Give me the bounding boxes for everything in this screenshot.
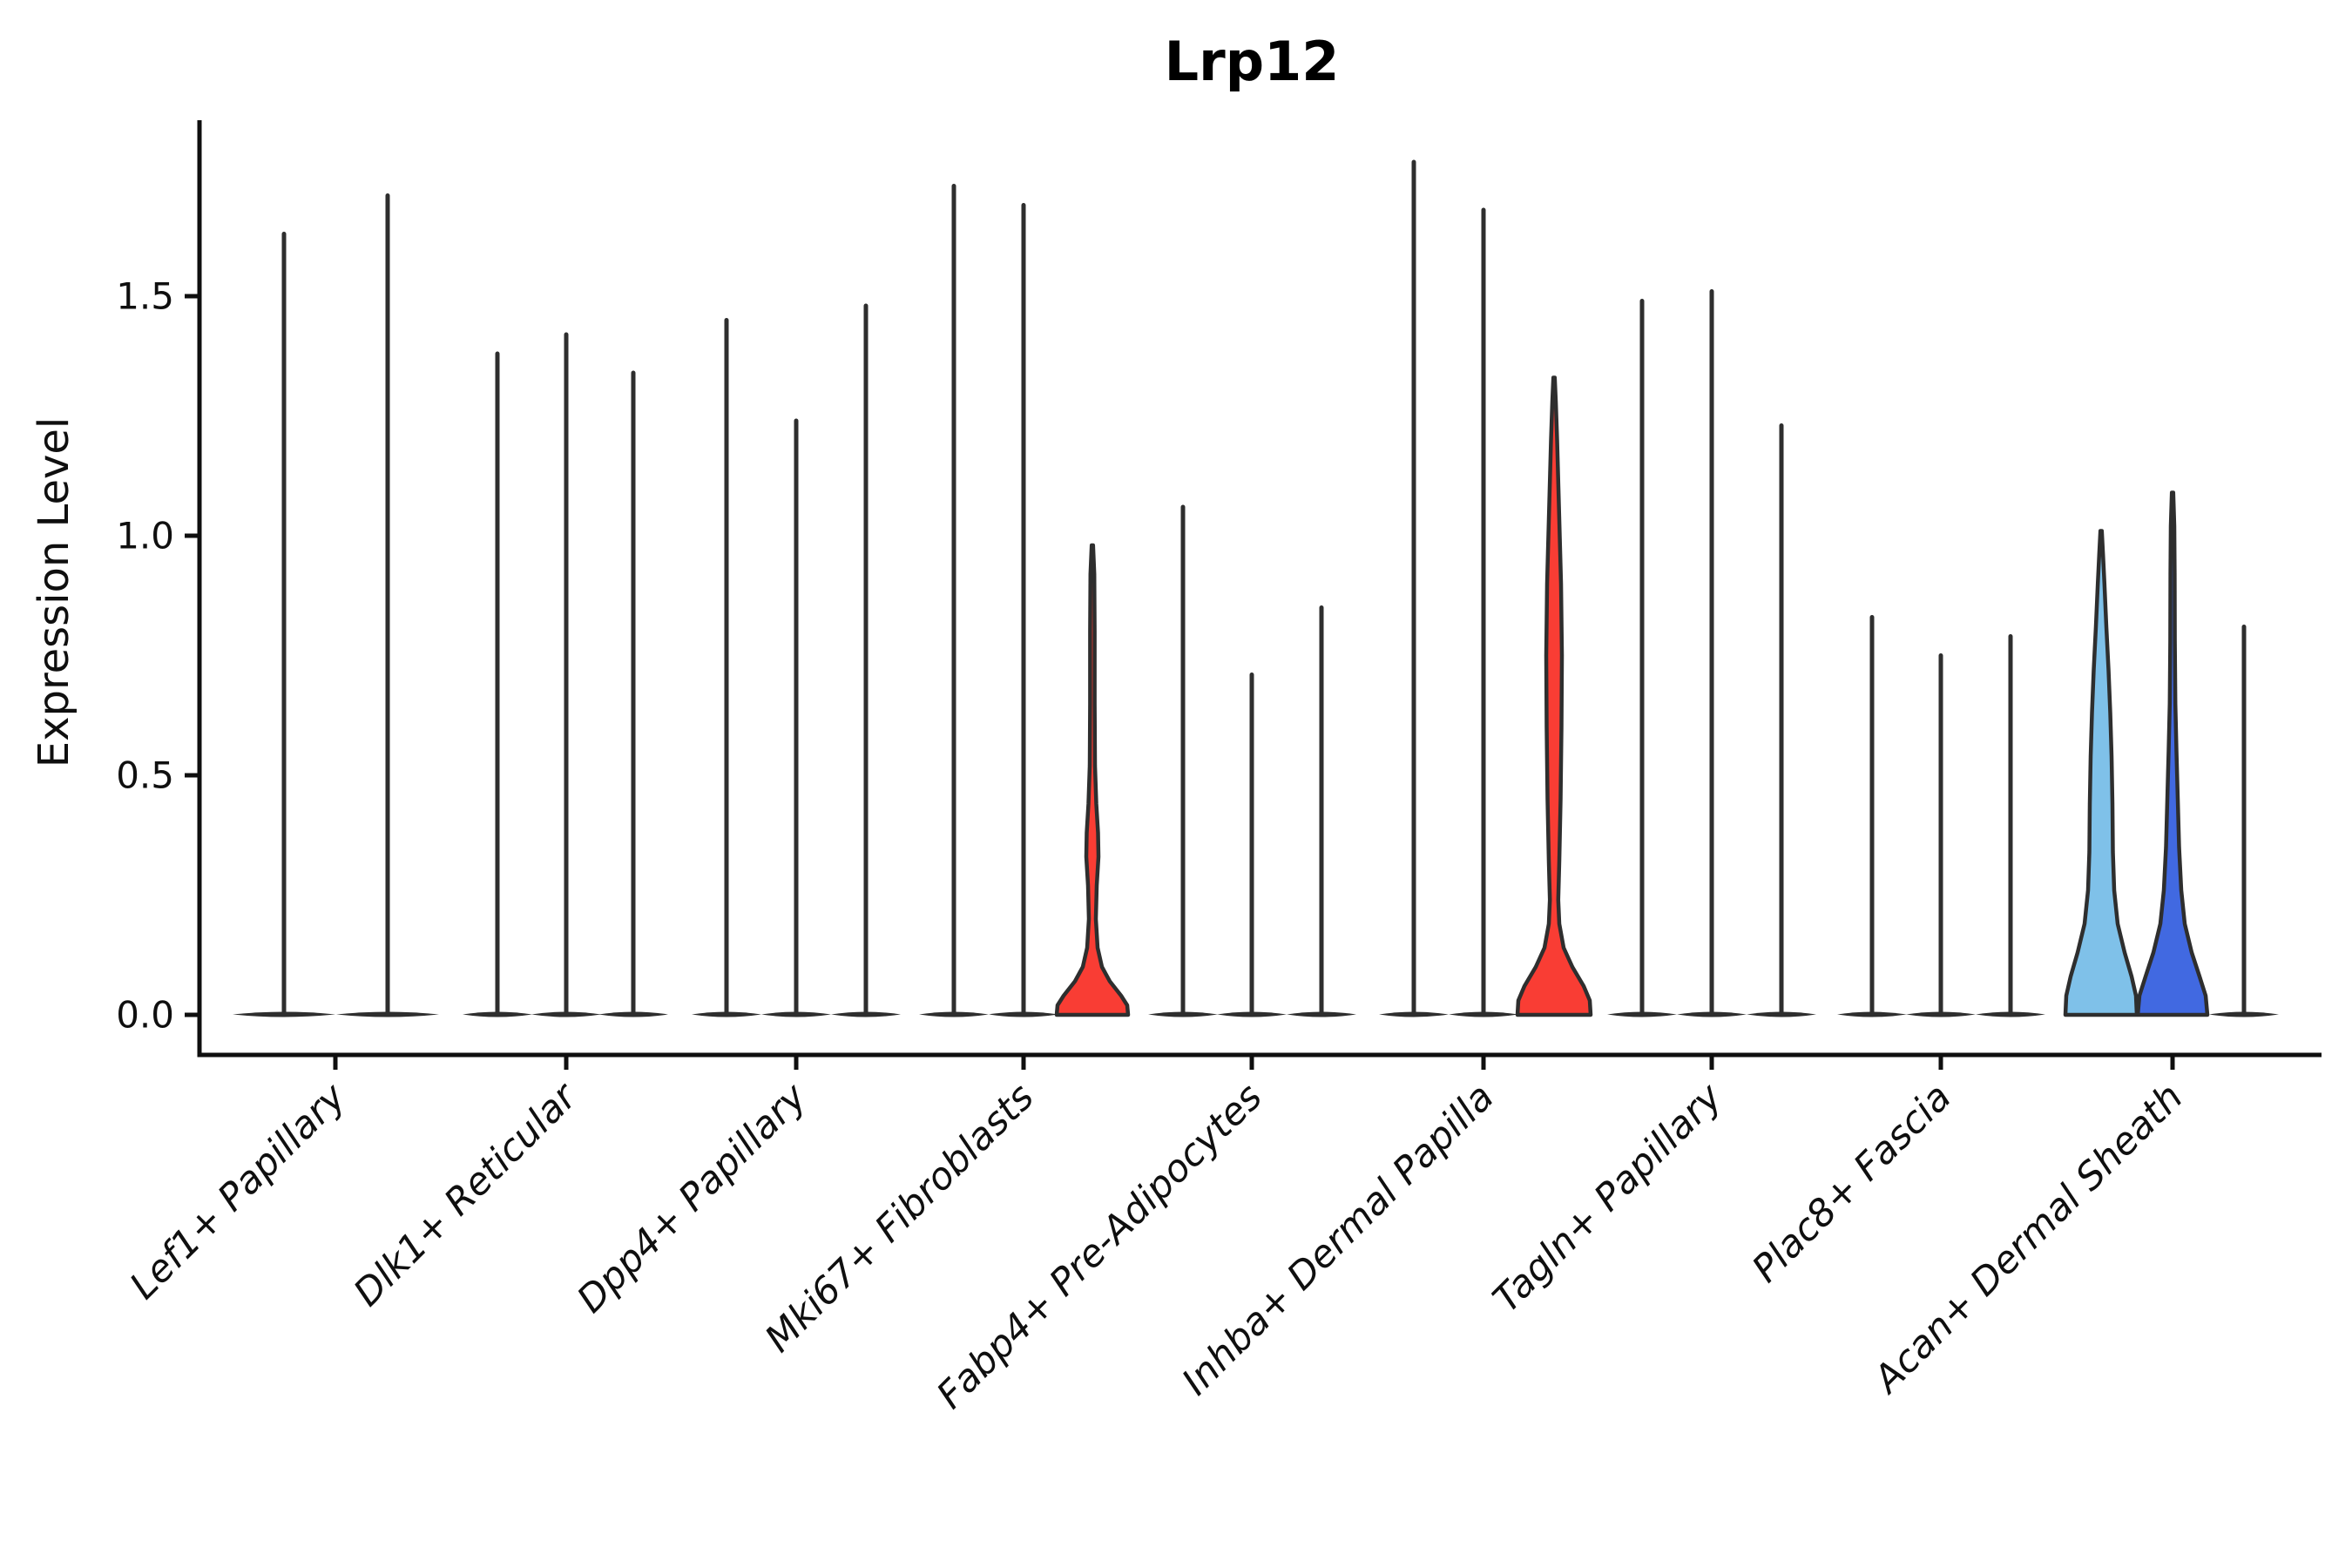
x-tick-label: Dpp4+ Papillary: [569, 1075, 815, 1321]
axes-layer: [185, 120, 2322, 1070]
y-tick-label: 1.0: [116, 515, 174, 558]
y-tick-label: 0.0: [116, 994, 174, 1037]
x-tick-label: Dlk1+ Reticular: [346, 1074, 587, 1315]
y-tick-label: 0.5: [116, 754, 174, 797]
x-tick-label: Lef1+ Papillary: [122, 1075, 355, 1308]
y-tick-label: 1.5: [116, 275, 174, 318]
x-tick-label: Tagln+ Papillary: [1485, 1075, 1732, 1321]
violin-red: [1515, 375, 1593, 1017]
x-tick-label: Plac8+ Fascia: [1744, 1075, 1960, 1291]
plot-title: Lrp12: [1165, 30, 1340, 93]
y-axis-label: Expression Level: [30, 417, 78, 768]
violins-layer: [233, 159, 2279, 1017]
violin-royal_blue: [2135, 490, 2210, 1017]
violin-red: [1054, 543, 1131, 1017]
violin-light_blue: [2063, 529, 2139, 1017]
